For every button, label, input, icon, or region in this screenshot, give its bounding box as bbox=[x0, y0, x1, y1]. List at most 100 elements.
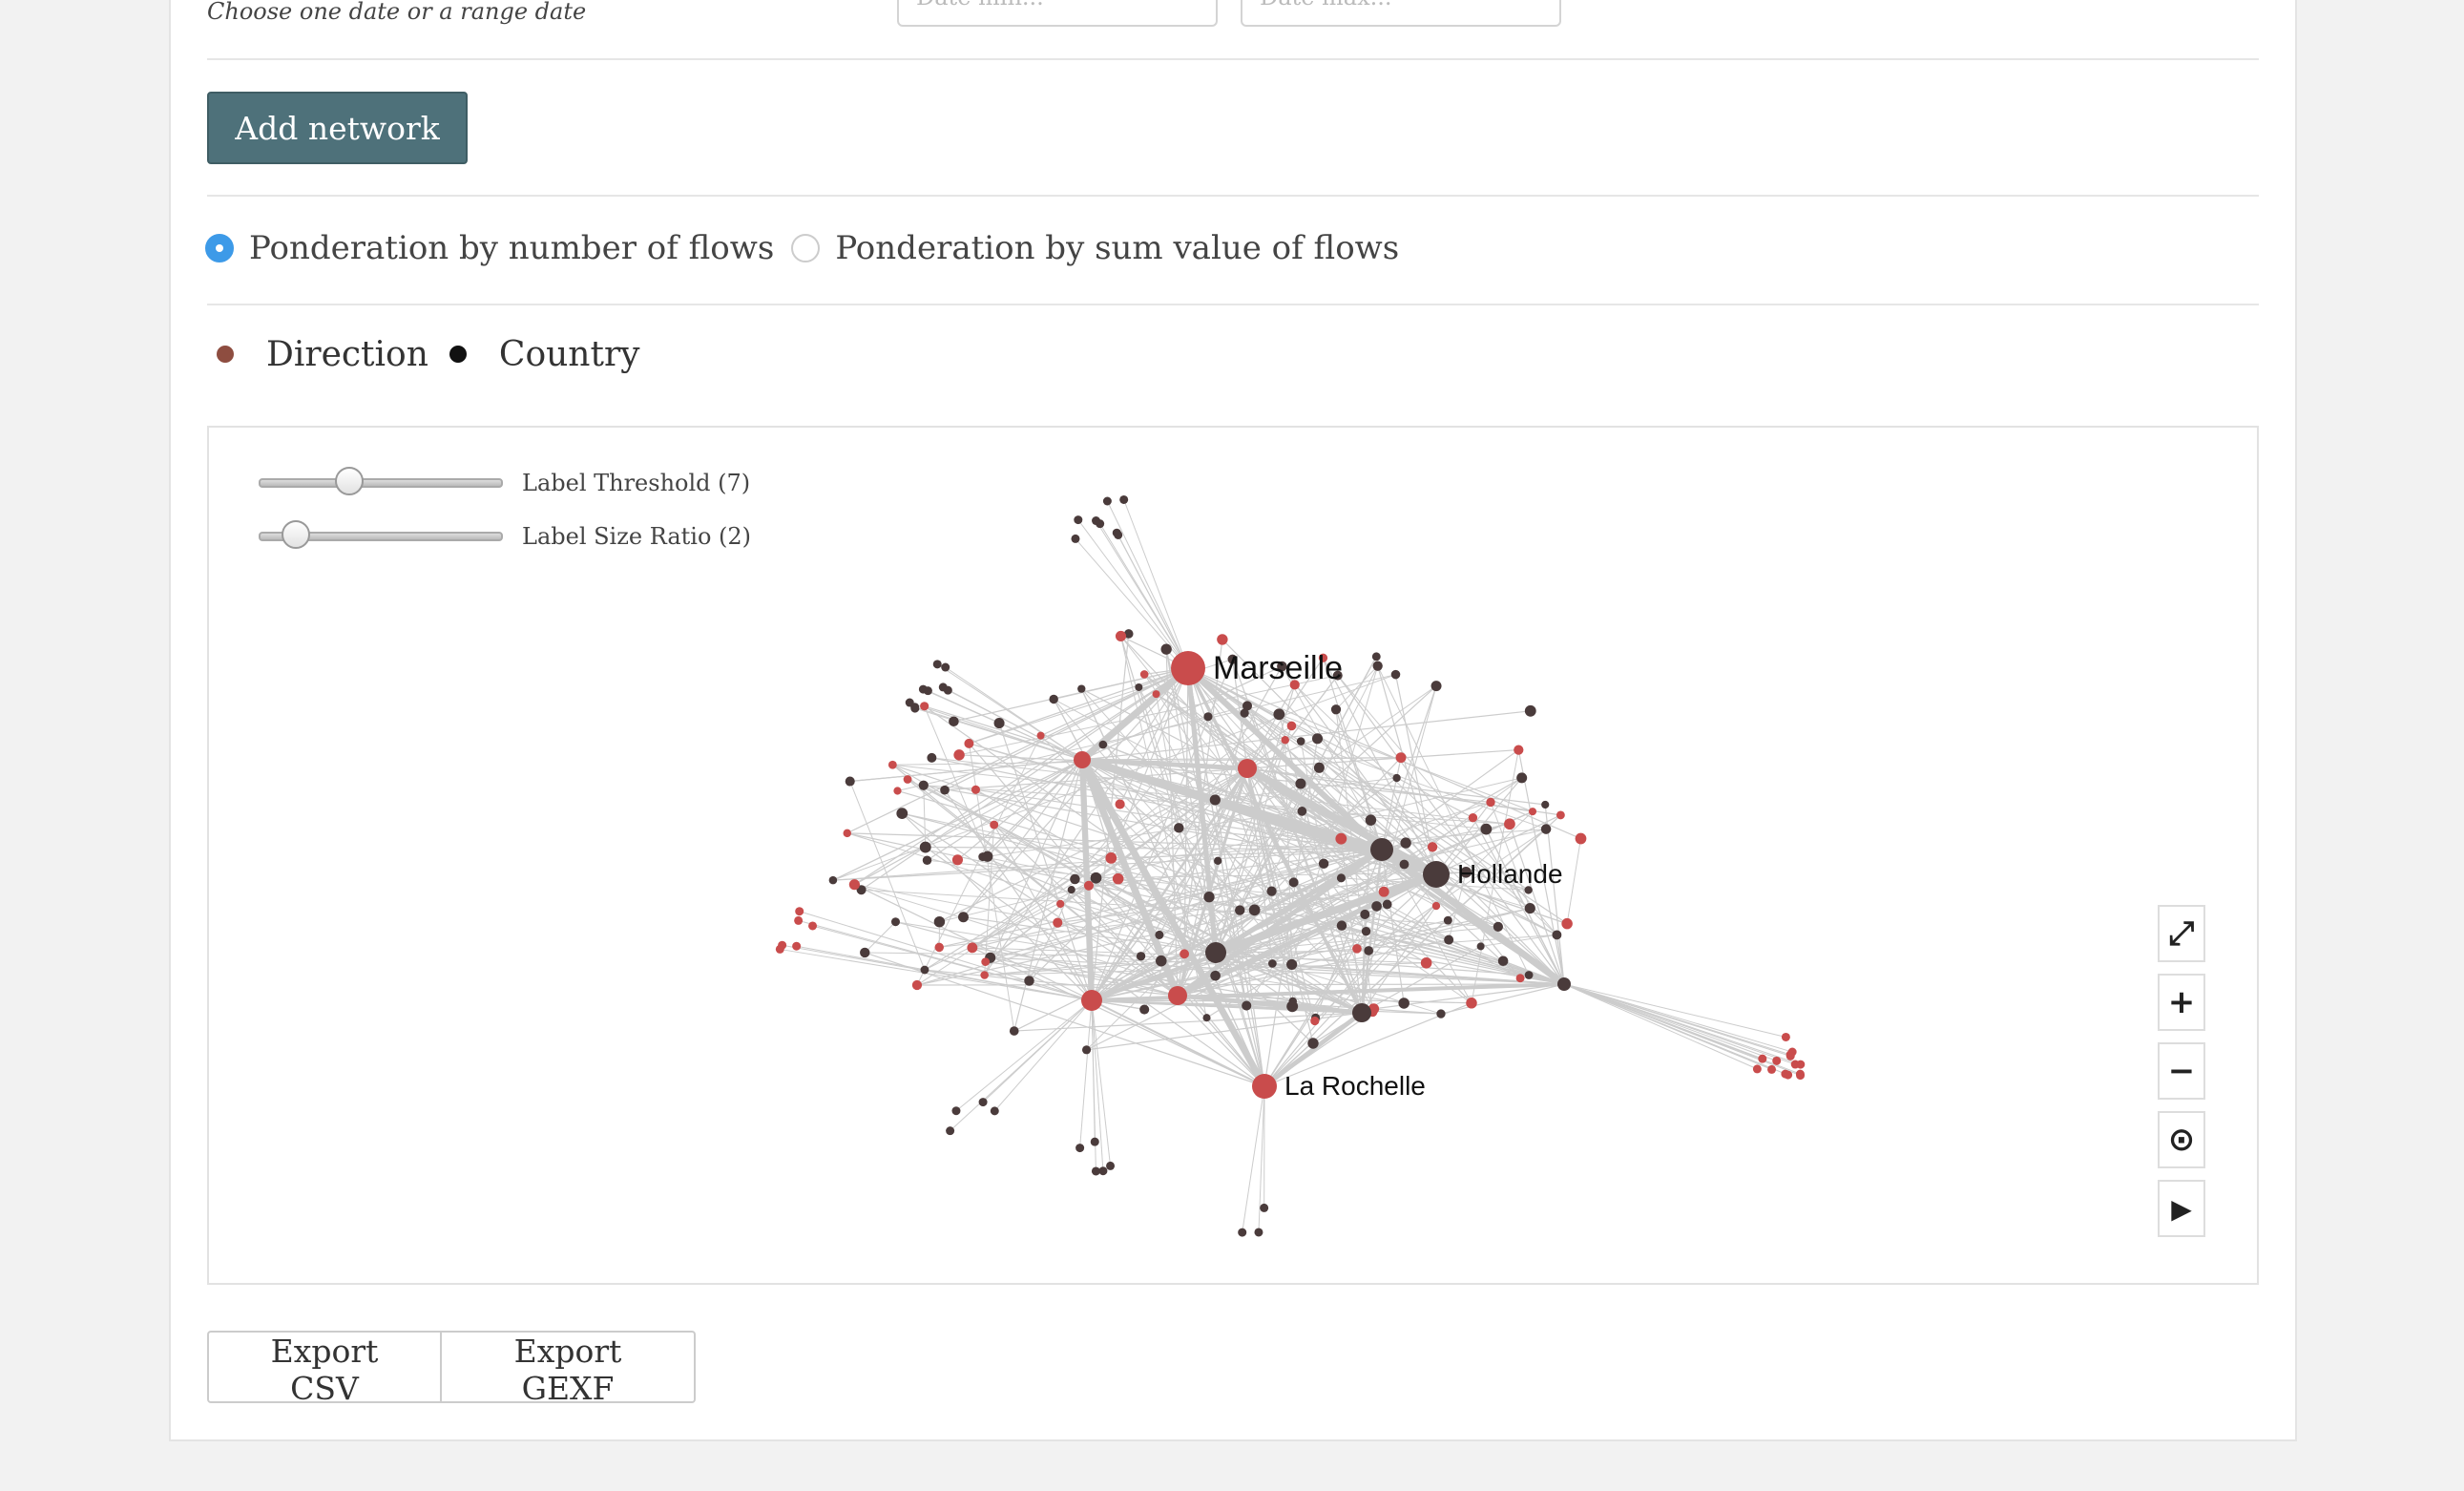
graph-edge bbox=[1176, 872, 1438, 998]
graph-edge bbox=[916, 983, 1565, 986]
fullscreen-button[interactable]: ⤢ bbox=[2158, 905, 2205, 962]
graph-edge bbox=[945, 666, 1083, 761]
direction-node bbox=[1081, 990, 1102, 1011]
graph-edge bbox=[1258, 1085, 1265, 1233]
direction-node bbox=[1767, 1064, 1777, 1074]
graph-edge bbox=[846, 667, 1189, 834]
graph-edge bbox=[865, 952, 1265, 1087]
country-node bbox=[1090, 1137, 1099, 1146]
country-node bbox=[1524, 902, 1535, 914]
direction-node bbox=[1056, 899, 1065, 909]
country-node bbox=[1209, 794, 1221, 806]
country-node bbox=[1071, 534, 1080, 543]
network-graph[interactable]: Marseille Hollande La Rochelle Label Thres… bbox=[207, 426, 2259, 1285]
country-node bbox=[1092, 516, 1101, 526]
ponderation-options: Ponderation by number of flows Ponderati… bbox=[205, 229, 1399, 267]
radio-number-of-flows[interactable] bbox=[205, 234, 234, 262]
direction-node bbox=[903, 775, 912, 784]
direction-node bbox=[1395, 752, 1407, 764]
label-threshold-label: Label Threshold (7) bbox=[522, 470, 751, 496]
country-node bbox=[1160, 643, 1172, 655]
country-node bbox=[1260, 1203, 1269, 1212]
country-node bbox=[1400, 837, 1411, 849]
label-size-control: Label Size Ratio (2) bbox=[259, 517, 751, 556]
country-node bbox=[940, 785, 950, 795]
country-node bbox=[1443, 915, 1452, 925]
plus-icon: + bbox=[2167, 983, 2196, 1021]
layout-play-button[interactable]: ▶ bbox=[2158, 1180, 2205, 1237]
country-node bbox=[1081, 1045, 1092, 1055]
graph-edge bbox=[982, 856, 1217, 954]
country-node bbox=[1516, 772, 1528, 784]
country-node bbox=[1318, 858, 1329, 869]
label-size-slider[interactable] bbox=[259, 520, 503, 549]
country-node bbox=[1286, 958, 1298, 971]
graph-edge bbox=[1176, 767, 1249, 997]
export-csv-button[interactable]: Export CSV bbox=[207, 1331, 442, 1407]
graph-edge bbox=[944, 667, 1189, 791]
country-node bbox=[1238, 1228, 1247, 1237]
country-node bbox=[1202, 1014, 1211, 1022]
radio-label-number-of-flows: Ponderation by number of flows bbox=[249, 229, 775, 267]
graph-edge bbox=[1563, 983, 1786, 1075]
zoom-out-button[interactable]: − bbox=[2158, 1042, 2205, 1100]
add-network-button[interactable]: Add network bbox=[207, 92, 468, 164]
label-threshold-slider[interactable] bbox=[259, 467, 503, 495]
country-node bbox=[1227, 654, 1238, 664]
divider bbox=[207, 58, 2259, 60]
country-node bbox=[1382, 899, 1392, 910]
label-threshold-handle[interactable] bbox=[335, 467, 364, 495]
graph-edge bbox=[1215, 777, 1397, 801]
country-node bbox=[1024, 976, 1034, 986]
date-min-input[interactable]: Date min... bbox=[897, 0, 1218, 27]
radio-sum-value-of-flows[interactable] bbox=[791, 234, 821, 262]
country-node bbox=[1313, 762, 1325, 773]
direction-node bbox=[778, 940, 787, 950]
graph-edge bbox=[832, 849, 1383, 881]
country-node bbox=[1423, 861, 1450, 888]
graph-edge bbox=[1119, 667, 1189, 805]
direction-node bbox=[1171, 651, 1205, 685]
graph-edge bbox=[1440, 983, 1565, 1015]
country-node bbox=[1332, 670, 1343, 681]
graph-edge bbox=[1517, 749, 1565, 985]
direction-node bbox=[1785, 1051, 1795, 1060]
country-node bbox=[1436, 1009, 1446, 1018]
country-node bbox=[1288, 997, 1298, 1006]
country-node bbox=[1288, 877, 1299, 888]
country-node bbox=[919, 841, 931, 853]
graph-edge bbox=[993, 824, 1093, 1001]
country-node bbox=[1114, 530, 1123, 539]
graph-edge bbox=[1071, 889, 1265, 1087]
direction-node bbox=[1758, 1054, 1767, 1063]
country-node bbox=[1524, 704, 1536, 717]
date-max-input[interactable]: Date max... bbox=[1241, 0, 1561, 27]
graph-edge bbox=[924, 783, 1302, 971]
country-node bbox=[1460, 867, 1472, 878]
graph-edge bbox=[1079, 758, 1267, 1088]
graph-edge bbox=[1102, 744, 1272, 892]
direction-node bbox=[934, 942, 945, 953]
zoom-in-button[interactable]: + bbox=[2158, 974, 2205, 1031]
label-size-handle[interactable] bbox=[282, 520, 310, 549]
network-canvas[interactable]: Marseille Hollande La Rochelle bbox=[209, 428, 2257, 1283]
graph-edge bbox=[1377, 665, 1530, 976]
export-gexf-button[interactable]: Export GEXF bbox=[442, 1331, 696, 1407]
country-node bbox=[856, 885, 867, 895]
graph-edge bbox=[1215, 656, 1377, 954]
country-node bbox=[918, 780, 929, 790]
graph-edge bbox=[1177, 938, 1450, 997]
country-node bbox=[1330, 704, 1342, 715]
graph-edge bbox=[1246, 684, 1296, 769]
direction-legend-label: Direction bbox=[266, 334, 428, 374]
graph-edge bbox=[1341, 925, 1374, 1010]
recenter-button[interactable]: ⊙ bbox=[2158, 1111, 2205, 1168]
graph-edge bbox=[1091, 685, 1437, 1001]
direction-node bbox=[1289, 680, 1300, 690]
graph-edge bbox=[1176, 847, 1384, 998]
country-node bbox=[1098, 1166, 1108, 1176]
graph-edge bbox=[1057, 922, 1141, 957]
graph-edge bbox=[1215, 952, 1363, 1014]
direction-node bbox=[1486, 797, 1495, 808]
graph-edge bbox=[1222, 639, 1565, 985]
